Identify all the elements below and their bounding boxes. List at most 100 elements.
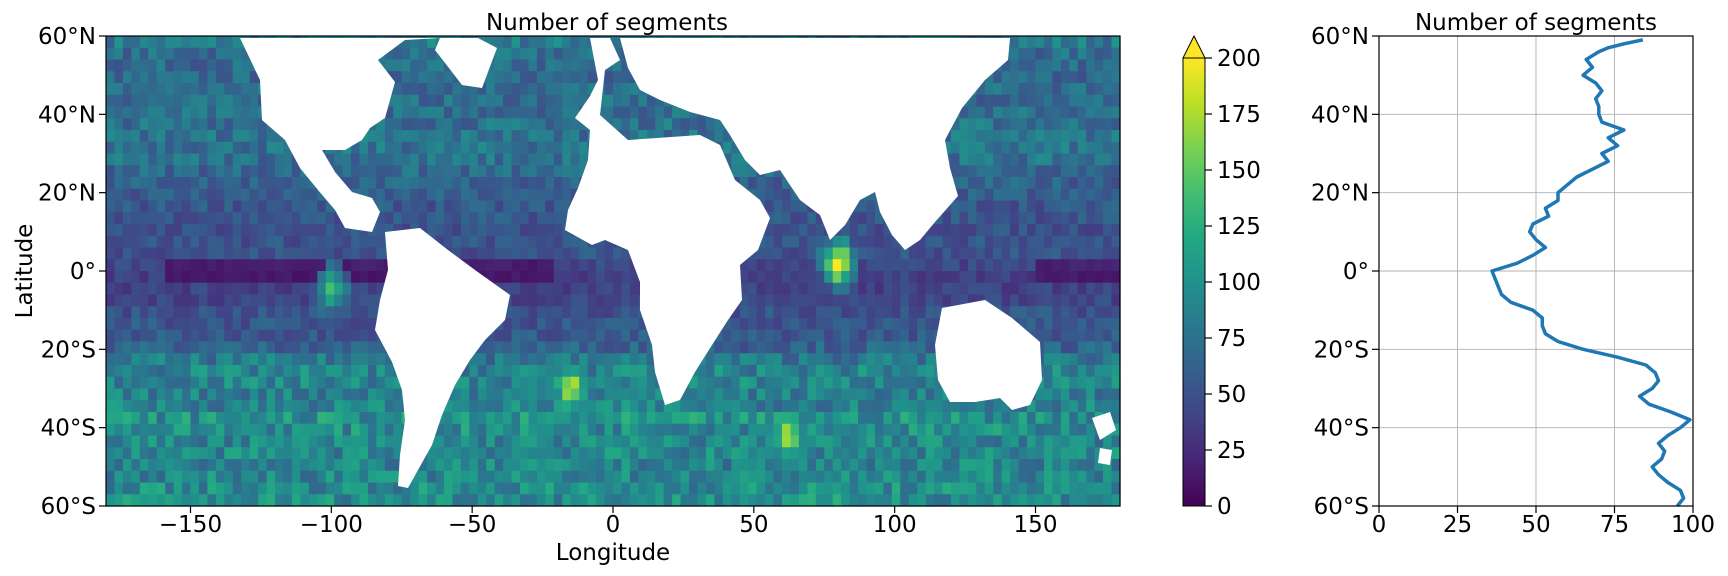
heatmap-cell: [1069, 388, 1079, 401]
heatmap-cell: [553, 482, 563, 495]
heatmap-cell: [367, 235, 377, 249]
heatmap-cell: [976, 470, 986, 484]
heatmap-cell: [756, 341, 766, 354]
heatmap-cell: [984, 435, 994, 448]
heatmap-cell: [477, 494, 487, 507]
heatmap-cell: [1001, 423, 1011, 437]
heatmap-cell: [959, 212, 969, 225]
heatmap-cell: [993, 412, 1003, 425]
heatmap-cell: [207, 165, 217, 178]
heatmap-cell: [503, 306, 513, 319]
heatmap-cell: [241, 376, 251, 390]
heatmap-cell: [503, 247, 513, 260]
heatmap-cell: [545, 388, 555, 401]
heatmap-cell: [1010, 141, 1020, 155]
heatmap-cell: [1060, 235, 1070, 249]
heatmap-cell: [131, 423, 141, 437]
heatmap-cell: [841, 435, 851, 448]
heatmap-cell: [672, 400, 682, 413]
heatmap-cell: [613, 353, 623, 366]
heatmap-cell: [1035, 188, 1045, 202]
heatmap-cell: [579, 494, 589, 507]
heatmap-cell: [207, 318, 217, 331]
heatmap-cell: [156, 235, 166, 249]
heatmap-cell: [908, 412, 918, 425]
heatmap-cell: [410, 130, 420, 143]
heatmap-cell: [1086, 235, 1096, 249]
heatmap-cell: [300, 400, 310, 413]
heatmap-cell: [536, 447, 546, 460]
heatmap-cell: [815, 482, 825, 495]
heatmap-cell: [494, 59, 504, 72]
heatmap-cell: [207, 470, 217, 484]
heatmap-cell: [106, 494, 116, 507]
heatmap-cell: [1043, 36, 1053, 49]
heatmap-cell: [173, 365, 183, 378]
heatmap-cell: [891, 235, 901, 249]
heatmap-cell: [300, 376, 310, 390]
heatmap-cell: [798, 388, 808, 401]
heatmap-cell: [1077, 470, 1087, 484]
heatmap-cell: [503, 447, 513, 460]
heatmap-cell: [798, 224, 808, 237]
heatmap-cell: [629, 118, 639, 131]
heatmap-cell: [291, 329, 301, 343]
heatmap-cell: [291, 282, 301, 296]
heatmap-cell: [1052, 271, 1062, 284]
heatmap-cell: [773, 435, 783, 448]
heatmap-cell: [722, 376, 732, 390]
heatmap-cell: [832, 341, 842, 354]
heatmap-cell: [1103, 341, 1113, 354]
heatmap-cell: [165, 165, 175, 178]
heatmap-cell: [444, 106, 454, 119]
heatmap-cell: [393, 482, 403, 495]
heatmap-cell: [342, 247, 352, 260]
heatmap-cell: [469, 165, 479, 178]
heatmap-cell: [494, 47, 504, 61]
heatmap-cell: [486, 412, 496, 425]
heatmap-cell: [655, 423, 665, 437]
heatmap-cell: [748, 423, 758, 437]
heatmap-cell: [444, 200, 454, 213]
heatmap-cell: [553, 365, 563, 378]
heatmap-cell: [731, 329, 741, 343]
heatmap-cell: [342, 400, 352, 413]
heatmap-cell: [984, 188, 994, 202]
heatmap-cell: [832, 388, 842, 401]
heatmap-cell: [1018, 435, 1028, 448]
heatmap-cell: [613, 470, 623, 484]
heatmap-cell: [266, 141, 276, 155]
heatmap-cell: [570, 365, 580, 378]
heatmap-cell: [401, 36, 411, 49]
heatmap-cell: [122, 494, 132, 507]
heatmap-cell: [376, 271, 386, 284]
heatmap-cell: [680, 423, 690, 437]
heatmap-cell: [807, 247, 817, 260]
heatmap-cell: [469, 376, 479, 390]
heatmap-cell: [1027, 36, 1037, 49]
heatmap-cell: [266, 200, 276, 213]
heatmap-cell: [579, 376, 589, 390]
heatmap-cell: [1027, 94, 1037, 108]
heatmap-cell: [460, 365, 470, 378]
heatmap-cell: [241, 165, 251, 178]
heatmap-cell: [604, 482, 614, 495]
heatmap-cell: [283, 177, 293, 190]
heatmap-cell: [1077, 376, 1087, 390]
map-xtick-label: 50: [739, 512, 768, 538]
heatmap-cell: [156, 36, 166, 49]
heatmap-cell: [815, 212, 825, 225]
heatmap-cell: [613, 341, 623, 354]
heatmap-cell: [156, 94, 166, 108]
heatmap-cell: [131, 118, 141, 131]
heatmap-cell: [562, 494, 572, 507]
heatmap-cell: [672, 412, 682, 425]
heatmap-cell: [756, 329, 766, 343]
heatmap-cell: [503, 423, 513, 437]
heatmap-cell: [520, 36, 530, 49]
heatmap-cell: [367, 482, 377, 495]
heatmap-cell: [621, 412, 631, 425]
heatmap-cell: [984, 71, 994, 84]
heatmap-cell: [106, 94, 116, 108]
